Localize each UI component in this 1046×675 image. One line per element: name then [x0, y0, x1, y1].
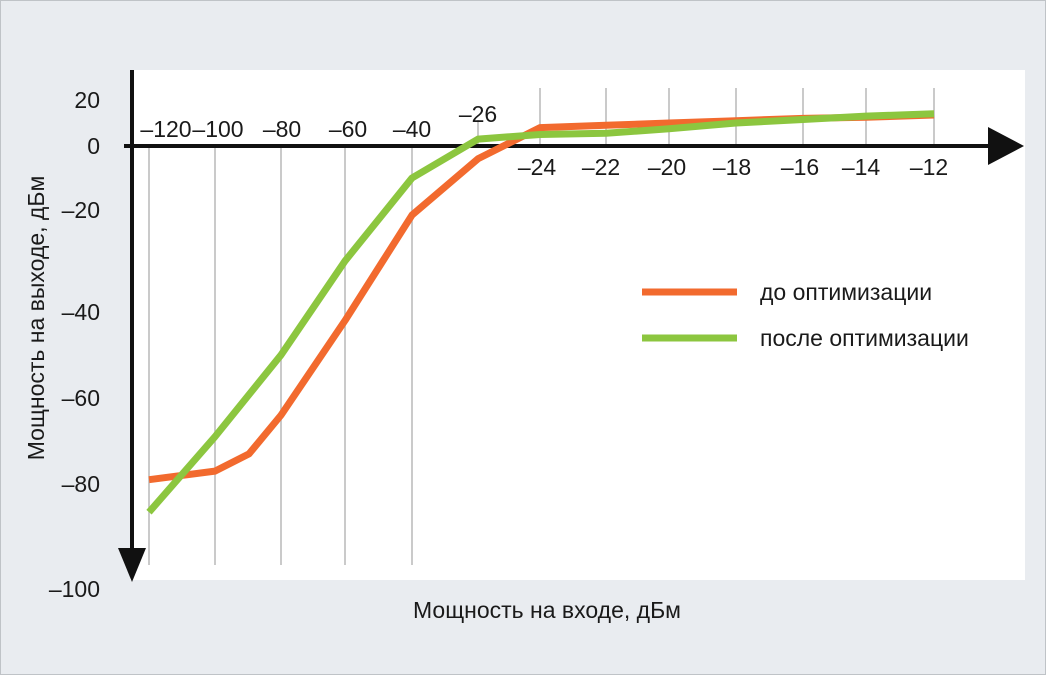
x-tick-label: –40 [393, 116, 431, 142]
x-tick-label: –12 [910, 154, 948, 180]
y-tick-label: –20 [62, 197, 100, 223]
x-tick-label: –26 [459, 101, 497, 127]
x-axis-title: Мощность на входе, дБм [413, 597, 681, 623]
y-tick-labels: 20 0 –20 –40 –60 –80 –100 [49, 87, 100, 602]
plot-area [130, 70, 1025, 580]
x-tick-label: –100 [192, 116, 243, 142]
y-axis-arrow [118, 548, 146, 582]
x-tick-labels: –120 –100 –80 –60 –40 –26 –24 –22 –20 –18 –16 –14 –1… [140, 101, 948, 180]
x-tick-label: –18 [713, 154, 751, 180]
y-tick-label: –80 [62, 471, 100, 497]
y-tick-label: –60 [62, 385, 100, 411]
y-tick-label: 20 [74, 87, 100, 113]
y-axis-title: Мощность на выходе, дБм [23, 176, 49, 461]
legend: до оптимизации после оптимизации [642, 279, 969, 351]
y-tick-label: –100 [49, 576, 100, 602]
x-tick-label: –22 [582, 154, 620, 180]
series-lines [146, 110, 935, 515]
legend-label-1: до оптимизации [760, 279, 932, 305]
x-tick-label: –14 [842, 154, 881, 180]
y-tick-label: –40 [62, 299, 100, 325]
x-tick-label: –24 [518, 154, 557, 180]
x-axis-arrow [988, 127, 1024, 165]
legend-label-2: после оптимизации [760, 325, 969, 351]
x-tick-label: –120 [140, 116, 191, 142]
x-tick-label: –80 [263, 116, 301, 142]
y-tick-label: 0 [87, 133, 100, 159]
axes [118, 70, 1024, 582]
x-tick-label: –20 [648, 154, 686, 180]
x-tick-label: –60 [329, 116, 367, 142]
x-tick-label: –16 [781, 154, 819, 180]
series-line-2 [146, 110, 935, 515]
